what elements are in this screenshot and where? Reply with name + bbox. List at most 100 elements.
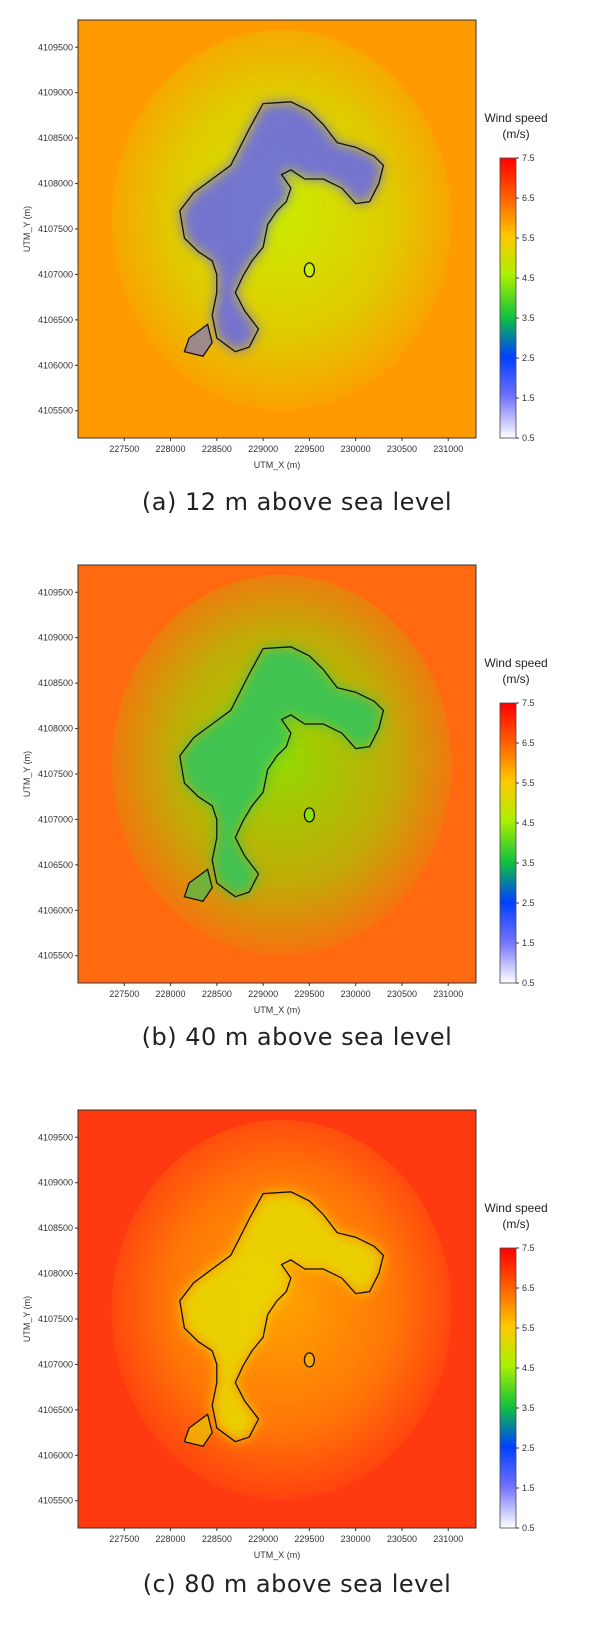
y-tick-label: 4108500 bbox=[38, 1223, 73, 1233]
y-tick-label: 4109000 bbox=[38, 88, 73, 98]
y-tick-label: 4107500 bbox=[38, 1314, 73, 1324]
colorbar-tick-label: 1.5 bbox=[522, 938, 535, 948]
colorbar-tick-label: 7.5 bbox=[522, 1243, 535, 1253]
y-tick-label: 4109500 bbox=[38, 587, 73, 597]
y-tick-label: 4107000 bbox=[38, 1359, 73, 1369]
y-tick-label: 4106500 bbox=[38, 1405, 73, 1415]
y-tick-label: 4107000 bbox=[38, 269, 73, 279]
colorbar-tick-label: 7.5 bbox=[522, 153, 535, 163]
y-tick-label: 4106000 bbox=[38, 360, 73, 370]
y-tick-label: 4106000 bbox=[38, 1450, 73, 1460]
x-tick-label: 230500 bbox=[387, 989, 417, 999]
x-tick-label: 230000 bbox=[341, 989, 371, 999]
colorbar-tick-label: 6.5 bbox=[522, 193, 535, 203]
y-axis-title: UTM_Y (m) bbox=[22, 1296, 32, 1342]
x-tick-label: 227500 bbox=[109, 989, 139, 999]
x-tick-label: 231000 bbox=[433, 444, 463, 454]
x-tick-label: 230500 bbox=[387, 444, 417, 454]
x-tick-label: 228000 bbox=[156, 989, 186, 999]
caption-b: (b) 40 m above sea level bbox=[141, 1023, 453, 1051]
island-shore-glow bbox=[111, 574, 452, 955]
island-wind-field bbox=[179, 101, 384, 352]
colorbar-tick-label: 5.5 bbox=[522, 233, 535, 243]
x-tick-label: 229500 bbox=[294, 1534, 324, 1544]
chart-panel-c: 227500 228000 228500 229000 229500 230000 2305… bbox=[0, 1090, 594, 1635]
colorbar-tick-label: 3.5 bbox=[522, 313, 535, 323]
y-tick-label: 4105500 bbox=[38, 1496, 73, 1506]
y-tick-label: 4107000 bbox=[38, 814, 73, 824]
x-tick-label: 230000 bbox=[341, 444, 371, 454]
heatmap-chart-c: 227500 228000 228500 229000 229500 230000 2305… bbox=[22, 1109, 548, 1560]
x-tick-label: 228500 bbox=[202, 1534, 232, 1544]
heatmap-chart-b: 227500 228000 228500 229000 229500 230000 2305… bbox=[22, 564, 548, 1015]
heatmap-chart-a: 227500 228000 228500 229000 229500 230000 2305… bbox=[22, 19, 548, 470]
colorbar-tick-label: 5.5 bbox=[522, 778, 535, 788]
islet-east-outline bbox=[303, 1352, 316, 1368]
x-tick-label: 228000 bbox=[156, 444, 186, 454]
islet-east-outline bbox=[303, 807, 316, 823]
x-tick-label: 229000 bbox=[248, 1534, 278, 1544]
y-tick-label: 4107500 bbox=[38, 224, 73, 234]
x-tick-label: 227500 bbox=[109, 1534, 139, 1544]
colorbar-tick-label: 4.5 bbox=[522, 273, 535, 283]
island-shore-glow bbox=[111, 29, 452, 410]
chart-panel-a: 227500 228000 228500 229000 229500 230000 2305… bbox=[0, 0, 594, 545]
colorbar-tick-label: 0.5 bbox=[522, 1523, 535, 1533]
y-tick-label: 4109500 bbox=[38, 42, 73, 52]
y-tick-label: 4108500 bbox=[38, 133, 73, 143]
islet-southwest-outline bbox=[183, 323, 213, 357]
x-tick-label: 230000 bbox=[341, 1534, 371, 1544]
colorbar-tick-label: 1.5 bbox=[522, 393, 535, 403]
x-tick-label: 231000 bbox=[433, 989, 463, 999]
colorbar-tick-label: 2.5 bbox=[522, 898, 535, 908]
colorbar-tick-label: 3.5 bbox=[522, 1403, 535, 1413]
x-tick-label: 228000 bbox=[156, 1534, 186, 1544]
caption-a: (a) 12 m above sea level bbox=[141, 488, 453, 516]
y-tick-label: 4108500 bbox=[38, 678, 73, 688]
y-tick-label: 4106500 bbox=[38, 315, 73, 325]
x-axis-title: UTM_X (m) bbox=[254, 460, 301, 470]
y-tick-label: 4109500 bbox=[38, 1132, 73, 1142]
y-tick-label: 4106500 bbox=[38, 860, 73, 870]
y-axis-title: UTM_Y (m) bbox=[22, 206, 32, 252]
x-axis-title: UTM_X (m) bbox=[254, 1550, 301, 1560]
island-shore-glow bbox=[111, 1119, 452, 1500]
colorbar-tick-label: 0.5 bbox=[522, 433, 535, 443]
island-outline bbox=[179, 101, 385, 353]
y-tick-label: 4108000 bbox=[38, 1269, 73, 1279]
colorbar-title: Wind speed bbox=[484, 656, 547, 670]
colorbar-tick-label: 5.5 bbox=[522, 1323, 535, 1333]
colorbar-unit: (m/s) bbox=[502, 127, 529, 141]
x-tick-label: 229000 bbox=[248, 989, 278, 999]
y-tick-label: 4108000 bbox=[38, 179, 73, 189]
x-tick-label: 227500 bbox=[109, 444, 139, 454]
x-axis-title: UTM_X (m) bbox=[254, 1005, 301, 1015]
y-axis-title: UTM_Y (m) bbox=[22, 751, 32, 797]
island-wind-field bbox=[179, 646, 384, 897]
colorbar-tick-label: 6.5 bbox=[522, 738, 535, 748]
x-tick-label: 229500 bbox=[294, 444, 324, 454]
colorbar-unit: (m/s) bbox=[502, 1217, 529, 1231]
y-tick-label: 4107500 bbox=[38, 769, 73, 779]
y-tick-label: 4108000 bbox=[38, 724, 73, 734]
chart-panel-b: 227500 228000 228500 229000 229500 230000 2305… bbox=[0, 545, 594, 1090]
island-outline bbox=[179, 646, 385, 898]
caption-c: (c) 80 m above sea level bbox=[142, 1570, 452, 1598]
colorbar-tick-label: 4.5 bbox=[522, 1363, 535, 1373]
colorbar bbox=[499, 1247, 517, 1529]
y-tick-label: 4105500 bbox=[38, 406, 73, 416]
islet-east-outline bbox=[303, 262, 316, 278]
y-tick-label: 4106000 bbox=[38, 905, 73, 915]
x-tick-label: 228500 bbox=[202, 444, 232, 454]
colorbar-tick-label: 4.5 bbox=[522, 818, 535, 828]
colorbar-unit: (m/s) bbox=[502, 672, 529, 686]
x-tick-label: 229500 bbox=[294, 989, 324, 999]
island-outline bbox=[179, 1191, 385, 1443]
y-tick-label: 4109000 bbox=[38, 1178, 73, 1188]
colorbar-tick-label: 7.5 bbox=[522, 698, 535, 708]
colorbar-tick-label: 1.5 bbox=[522, 1483, 535, 1493]
islet-southwest-outline bbox=[183, 1413, 213, 1447]
colorbar-tick-label: 6.5 bbox=[522, 1283, 535, 1293]
colorbar-tick-label: 0.5 bbox=[522, 978, 535, 988]
colorbar bbox=[499, 157, 517, 439]
